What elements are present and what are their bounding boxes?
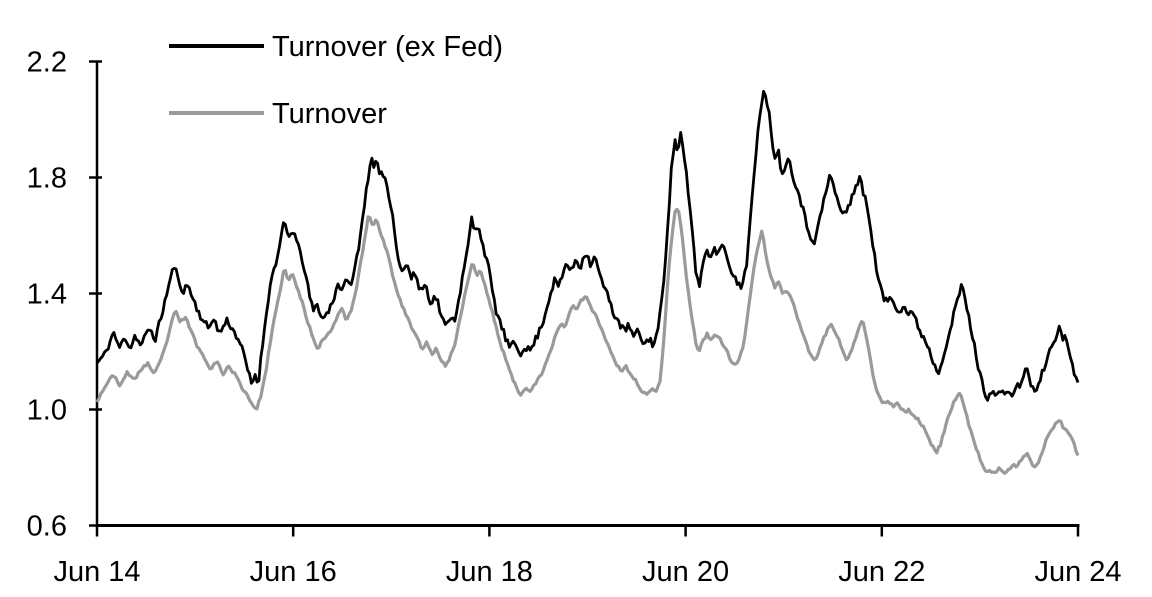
x-axis-tick-label: Jun 24 xyxy=(1034,556,1121,588)
x-axis-tick-label: Jun 16 xyxy=(250,556,337,588)
x-axis-tick-label: Jun 22 xyxy=(838,556,925,588)
legend-label-turnover: Turnover xyxy=(272,98,387,130)
y-axis-tick-label: 1.8 xyxy=(27,163,67,195)
y-axis-tick-label: 1.4 xyxy=(27,279,67,311)
y-axis-tick-label: 2.2 xyxy=(27,47,67,79)
series-lines xyxy=(95,90,1080,475)
legend: Turnover (ex Fed) Turnover xyxy=(169,31,503,130)
y-axis-tick-label: 1.0 xyxy=(27,395,67,427)
legend-label-turnover-ex-fed: Turnover (ex Fed) xyxy=(272,31,503,63)
y-axis-tick-label: 0.6 xyxy=(27,511,67,543)
x-axis-tick-label: Jun 14 xyxy=(53,556,140,588)
x-axis-tick-label: Jun 20 xyxy=(642,556,729,588)
series-line-turnover xyxy=(95,207,1080,475)
series-line-turnover-ex-fed xyxy=(95,90,1080,402)
axes: 2.2 1.8 1.4 1.0 0.6 Jun 14 Jun 16 Jun 18 Jun 20 J… xyxy=(27,47,1122,589)
x-axis-tick-label: Jun 18 xyxy=(446,556,533,588)
